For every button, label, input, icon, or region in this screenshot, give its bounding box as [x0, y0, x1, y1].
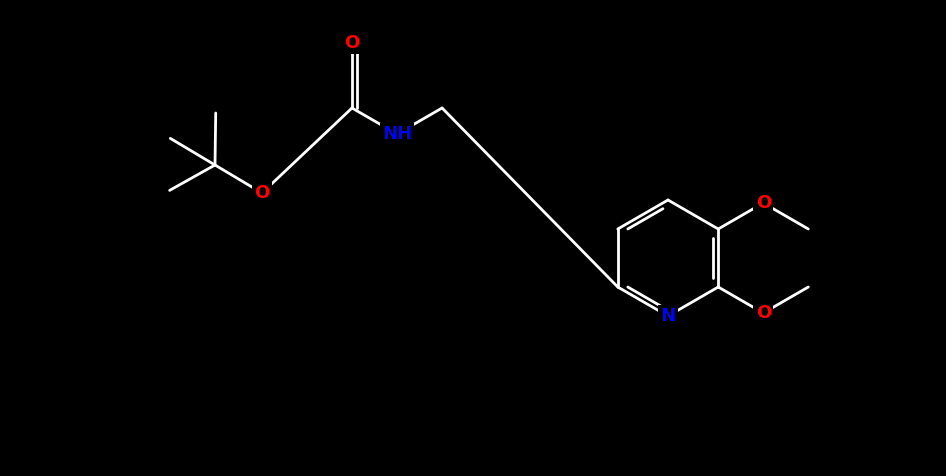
Text: NH: NH — [382, 125, 412, 143]
Text: O: O — [344, 34, 359, 52]
Text: O: O — [756, 194, 771, 212]
Text: O: O — [756, 304, 771, 322]
Text: O: O — [254, 184, 270, 202]
Text: N: N — [660, 307, 675, 325]
